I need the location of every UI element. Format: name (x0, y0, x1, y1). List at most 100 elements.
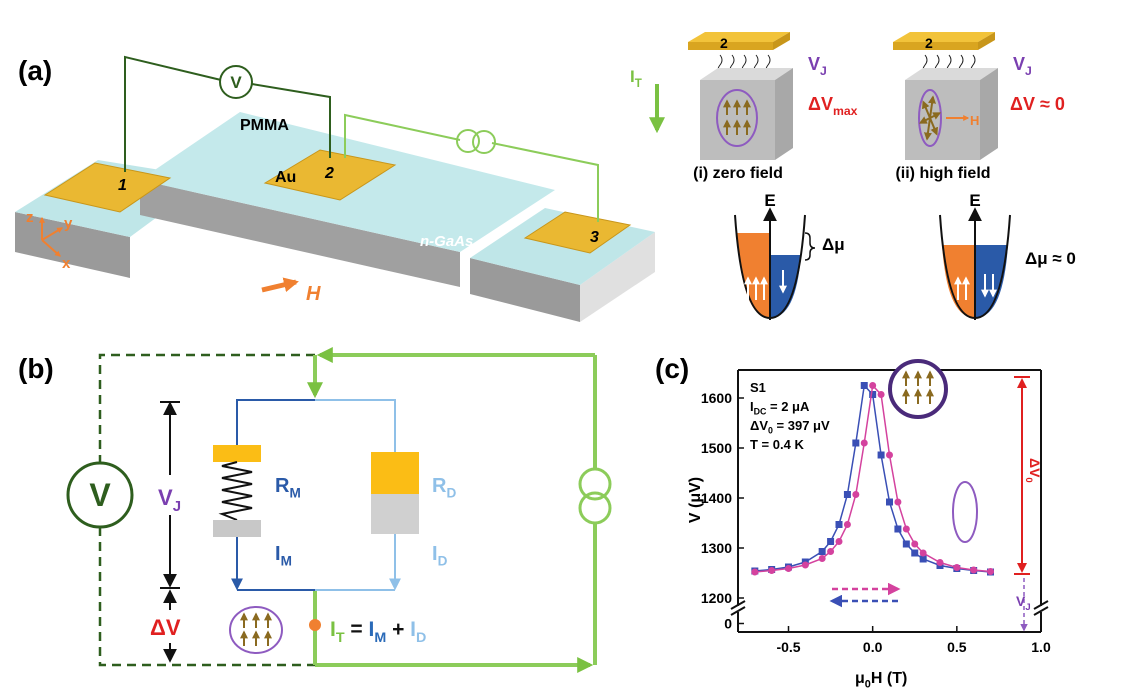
current-source (472, 130, 496, 154)
annotation: IDC = 2 μA (750, 399, 810, 417)
cube-top (700, 68, 793, 80)
voltage-label: VJ (808, 54, 827, 78)
spin-arrow (923, 117, 932, 141)
substrate-face (140, 180, 460, 287)
marker (902, 540, 910, 548)
marker (869, 391, 877, 398)
marker (894, 525, 902, 533)
subscript: D (416, 630, 426, 646)
y-tick-label: 1400 (701, 490, 732, 506)
text-part: V (158, 485, 173, 510)
field-label: H (970, 113, 979, 128)
inset (893, 32, 998, 160)
marker (894, 498, 902, 506)
annotation: ΔV0 = 397 μV (750, 418, 830, 436)
y-tick-label: 1300 (701, 540, 732, 556)
text-part: V (1013, 54, 1025, 74)
spin-arrow (929, 117, 938, 136)
marker (911, 540, 919, 548)
text-part: ΔV (1027, 458, 1043, 478)
x-tick-label: 1.0 (1031, 639, 1051, 655)
text-part: R (275, 475, 290, 497)
subscript: T (336, 630, 345, 646)
text-part: I (369, 618, 375, 641)
inset-caption: (i) zero field (693, 165, 783, 182)
field-arrow (261, 277, 299, 293)
spin-arrow (918, 116, 931, 124)
metal-label: Au (275, 169, 296, 186)
subscript: 0 (768, 426, 773, 436)
text-part: I (330, 618, 336, 641)
contact-label: 2 (720, 35, 728, 51)
subscript: M (281, 554, 292, 569)
marker (852, 439, 860, 447)
band-down (975, 245, 1008, 318)
contact-pad (263, 149, 397, 201)
text-part: I (750, 399, 754, 414)
vj-label: VJ (1016, 593, 1031, 613)
spin-arrow (928, 95, 937, 119)
marker (827, 548, 835, 555)
annotation: T = 0.4 K (750, 437, 804, 452)
cube-front (700, 80, 775, 160)
subscript: M (289, 486, 300, 501)
voltmeter-wire (98, 353, 315, 667)
text-part: ΔV (750, 418, 768, 433)
spin-ellipse (952, 481, 978, 543)
marker (801, 561, 809, 569)
marker (843, 521, 851, 528)
text-part: = (345, 618, 369, 641)
contact-plate (893, 32, 995, 42)
marker (768, 567, 776, 574)
annotation: S1 (750, 380, 766, 395)
marker (785, 565, 792, 572)
axis-arrow (41, 239, 61, 257)
panel-label: (b) (18, 353, 54, 384)
current-label: ID (432, 543, 448, 569)
marker (835, 521, 843, 528)
marker (886, 451, 893, 459)
spin-arrow (929, 112, 942, 120)
y-tick-label: 0 (724, 616, 732, 632)
voltmeter-label: V (89, 477, 111, 513)
text-part: ΔV (808, 94, 833, 114)
insets (240, 32, 1011, 646)
spin-circle (888, 359, 948, 419)
subscript: D (446, 486, 456, 501)
subscript: T (635, 78, 642, 90)
device-drawing (15, 55, 655, 322)
x-axis-label: μ0H (T) (855, 670, 907, 690)
axis-break (730, 600, 746, 610)
substrate-face (470, 258, 580, 322)
marker (919, 549, 927, 557)
x-tick-label: 0.0 (863, 639, 883, 655)
tunnel-lines (922, 54, 976, 76)
subscript: J (173, 498, 181, 515)
subscript: 0 (1023, 477, 1034, 482)
resistor-contact (213, 445, 261, 462)
wire (124, 55, 331, 172)
text-part: ΔV ≈ 0 (1010, 94, 1065, 114)
text-part: = 397 μV (773, 418, 830, 433)
contact-plate (688, 32, 790, 42)
axis-break (730, 606, 746, 616)
contact-pad (523, 211, 632, 254)
delta-v-label: ΔV (150, 615, 181, 640)
splitting-label: Δμ (822, 235, 845, 254)
marker (902, 525, 910, 533)
marker (911, 549, 919, 557)
axis-label: z (26, 209, 34, 226)
node (309, 619, 321, 631)
current-source (578, 467, 612, 501)
axis-label: y (64, 215, 73, 232)
contact-label: 1 (118, 177, 127, 194)
subscript: J (1025, 64, 1032, 78)
contact-plate (688, 42, 773, 50)
panel-label: (c) (655, 353, 689, 384)
current-source (456, 129, 480, 153)
inset-caption: (ii) high field (895, 165, 990, 182)
resistor-label: RD (432, 475, 456, 501)
text-part: I (432, 543, 438, 565)
contact-label: 2 (324, 165, 334, 182)
